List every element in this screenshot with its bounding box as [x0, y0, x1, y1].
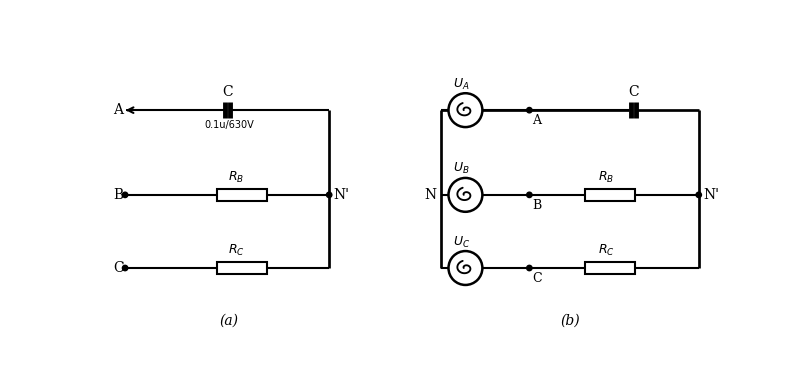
Bar — [585, 262, 635, 274]
Text: A: A — [114, 103, 123, 117]
Circle shape — [449, 178, 482, 212]
Circle shape — [449, 93, 482, 127]
Text: $R_C$: $R_C$ — [598, 243, 614, 258]
Circle shape — [526, 108, 532, 113]
Text: C: C — [222, 85, 233, 99]
Text: $R_C$: $R_C$ — [227, 243, 244, 258]
Text: C: C — [533, 272, 542, 285]
Text: $U_A$: $U_A$ — [454, 77, 470, 92]
Circle shape — [122, 265, 128, 271]
Text: $U_B$: $U_B$ — [454, 161, 470, 176]
Text: $R_B$: $R_B$ — [228, 170, 244, 185]
Circle shape — [526, 265, 532, 271]
Text: B: B — [533, 199, 542, 212]
Circle shape — [526, 192, 532, 197]
Text: $U_C$: $U_C$ — [453, 235, 470, 249]
Bar — [585, 189, 635, 201]
Text: N': N' — [703, 188, 719, 202]
Circle shape — [122, 192, 128, 197]
Bar — [217, 189, 267, 201]
Circle shape — [326, 192, 332, 197]
Text: $R_B$: $R_B$ — [598, 170, 614, 185]
Circle shape — [696, 192, 702, 197]
Text: C: C — [628, 85, 638, 99]
Text: A: A — [533, 114, 542, 127]
Text: N': N' — [334, 188, 350, 202]
Bar — [217, 262, 267, 274]
Text: 0.1u/630V: 0.1u/630V — [204, 120, 254, 130]
Text: (b): (b) — [560, 313, 580, 327]
Circle shape — [449, 251, 482, 285]
Text: C: C — [113, 261, 123, 275]
Text: (a): (a) — [219, 313, 238, 327]
Text: B: B — [114, 188, 123, 202]
Text: N: N — [424, 188, 436, 202]
